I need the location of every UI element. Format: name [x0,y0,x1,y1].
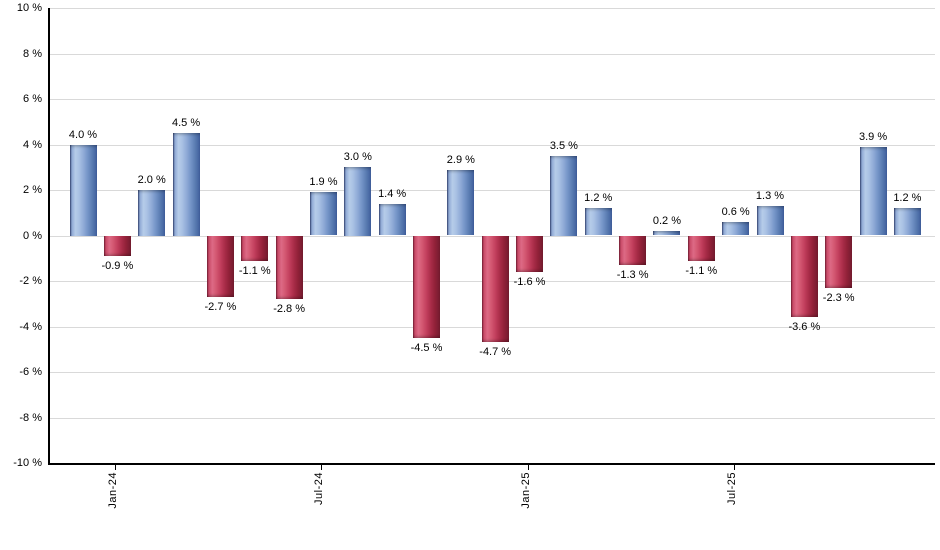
bar-Jun-24 [275,235,303,300]
bar-May-25 [653,230,681,236]
bar-value-label: 0.2 % [652,214,681,227]
bar-value-label: 3.9 % [858,130,888,143]
x-axis-tick [527,465,529,470]
bar-value-label: 3.0 % [343,151,372,164]
bar-Aug-24 [344,167,372,236]
x-axis-tick-label: Jul-25 [725,472,738,505]
bar-value-label: 3.5 % [549,139,578,152]
y-axis-tick-label: -2 % [19,275,42,287]
bar-value-label: -3.6 % [788,321,821,334]
bar-Jul-25 [722,221,750,236]
bar-Nov-24 [447,169,475,236]
bar-value-label: -2.8 % [273,303,305,316]
bar-value-label: -1.6 % [513,275,546,288]
bar-value-label: -2.3 % [822,291,855,304]
y-axis-tick-label: 10 % [16,2,42,14]
bar-Aug-25 [756,205,784,236]
bar-value-label: 1.2 % [584,192,613,205]
y-axis-tick-label: -10 % [13,457,42,469]
bar-Oct-24 [413,235,440,338]
bar-value-label: -0.9 % [101,259,134,272]
x-axis-tick-label: Jan-25 [519,472,532,509]
bar-value-label: 1.2 % [893,192,922,205]
bar-Sep-25 [790,235,818,318]
bar-Apr-25 [619,235,647,266]
y-axis-tick-label: 0 % [23,229,42,242]
x-axis-tick [321,465,323,470]
bar-Mar-25 [584,208,612,236]
gridline [50,8,935,9]
bar-Dec-25 [893,208,921,236]
bar-value-label: -2.7 % [204,300,237,313]
x-axis-tick [115,465,117,470]
bar-value-label: 1.4 % [378,187,407,200]
bar-Oct-25 [825,235,853,288]
bar-value-label: -4.5 % [410,341,443,354]
bar-Mar-24 [172,133,200,236]
bar-Jul-24 [309,192,337,236]
bar-Feb-24 [138,190,166,236]
x-axis-tick-label: Jul-24 [313,472,326,505]
bar-Jan-24 [103,235,131,256]
y-axis-tick-label: 8 % [23,47,42,60]
bar-value-label: -1.3 % [616,269,649,282]
y-axis-tick-label: -8 % [19,411,42,424]
bar-value-label: -4.7 % [479,346,512,359]
bar-value-label: 2.9 % [446,153,475,166]
gridline [50,417,935,419]
bar-Sep-24 [378,203,406,236]
bar-Nov-25 [859,146,887,236]
bar-value-label: -1.1 % [685,264,718,277]
gridline [50,144,935,146]
gridline [50,372,935,373]
bar-value-label: 1.3 % [755,189,785,202]
bar-value-label: 2.0 % [137,174,166,186]
plot-area: 4.0 % -0.9 % 2.0 % 4.5 % -2.7 % -1.1 % -2.8 % 1… [48,8,935,465]
y-axis-tick-label: 4 % [23,138,42,151]
bar-Dec-23 [69,144,97,236]
x-axis-tick [733,465,735,470]
bar-Feb-25 [550,155,578,236]
bar-Jun-25 [687,235,715,261]
y-axis-tick-label: 6 % [23,93,42,105]
y-axis-tick-label: -6 % [19,366,42,378]
bar-value-label: -1.1 % [238,264,271,277]
gridline [50,99,935,100]
y-axis-tick-label: 2 % [23,184,42,196]
bar-Dec-24 [481,235,509,343]
y-axis-tick-label: -4 % [19,320,42,333]
bar-value-label: 0.6 % [721,205,750,218]
x-axis-tick-label: Jan-24 [107,472,120,509]
gridline [50,53,935,55]
bar-value-label: 1.9 % [309,176,338,189]
gridline [50,190,935,191]
bar-value-label: 4.5 % [171,117,201,130]
bar-May-24 [241,235,269,261]
bar-value-label: 4.0 % [68,128,98,141]
bar-Apr-24 [206,235,234,297]
bar-Jan-25 [516,235,544,272]
